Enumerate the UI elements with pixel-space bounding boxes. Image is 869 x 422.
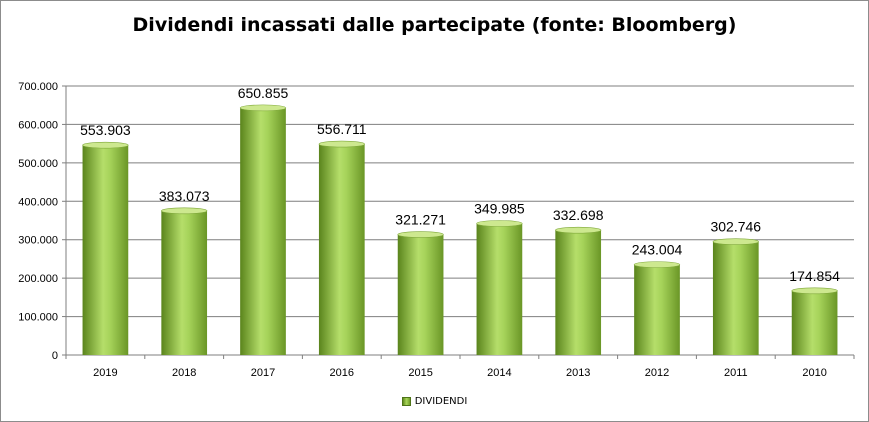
- data-label-2018: 383.073: [159, 188, 210, 204]
- y-tick-label: 200.000: [18, 273, 58, 285]
- bar-2014: [476, 223, 523, 355]
- data-labels: 553.903 383.073 650.855 556.711 321.271 349.9…: [80, 85, 840, 284]
- data-label-2015: 321.271: [395, 212, 446, 228]
- x-tick-label-2013: 2013: [566, 367, 590, 379]
- chart-title: Dividendi incassati dalle partecipate (f…: [132, 14, 737, 36]
- x-tick-label-2010: 2010: [802, 367, 826, 379]
- y-tick-label: 600.000: [18, 119, 58, 131]
- bar-top-2010: [791, 287, 838, 295]
- data-label-2013: 332.698: [553, 207, 604, 223]
- y-tick-label: 700.000: [18, 81, 58, 93]
- bar-top-2013: [555, 226, 602, 234]
- bar-top-2014: [476, 220, 523, 227]
- bar-top-2016: [318, 140, 365, 148]
- x-tick-label-2012: 2012: [645, 367, 669, 379]
- legend: DIVIDENDI: [0, 396, 869, 407]
- bar-top-2019: [82, 141, 129, 149]
- bar-top-2018: [161, 207, 208, 215]
- x-tick-label-2011: 2011: [724, 367, 748, 379]
- bar-top-2015: [397, 231, 444, 238]
- bar-top-2011: [712, 238, 759, 245]
- x-tick-label-2016: 2016: [330, 367, 354, 379]
- x-tick-label-2018: 2018: [172, 367, 196, 379]
- data-label-2012: 243.004: [632, 242, 683, 258]
- bar-2018: [161, 210, 208, 355]
- legend-swatch: [401, 397, 411, 406]
- bar-top-2012: [633, 261, 681, 268]
- y-tick-label: 500.000: [18, 158, 58, 170]
- bar-2011: [712, 241, 759, 355]
- legend-label: DIVIDENDI: [414, 396, 468, 407]
- y-tick-label: 0: [52, 350, 58, 362]
- data-label-2011: 302.746: [710, 219, 761, 235]
- bar-2013: [555, 230, 602, 355]
- bar-2019: [82, 145, 129, 355]
- bar-2017: [240, 107, 286, 356]
- axes: 0 100.000 200.000 300.000 400.000 500.000 600.…: [18, 81, 855, 379]
- x-tick-label-2014: 2014: [487, 367, 511, 379]
- x-tick-label-2017: 2017: [251, 367, 275, 379]
- bar-top-2017: [239, 104, 287, 112]
- bar-2015: [397, 234, 444, 355]
- bar-2010: [791, 290, 838, 355]
- x-tick-label-2019: 2019: [93, 367, 117, 379]
- data-label-2016: 556.711: [317, 121, 367, 137]
- y-tick-label: 100.000: [18, 312, 58, 324]
- data-label-2010: 174.854: [789, 268, 840, 284]
- bar-2016: [318, 144, 365, 355]
- x-tick-label-2015: 2015: [408, 367, 432, 379]
- bar-2012: [634, 264, 680, 355]
- bars: [82, 104, 838, 356]
- data-label-2019: 553.903: [80, 122, 131, 138]
- data-label-2014: 349.985: [474, 201, 525, 217]
- data-label-2017: 650.855: [238, 85, 289, 101]
- y-tick-label: 300.000: [18, 235, 58, 247]
- y-tick-label: 400.000: [18, 196, 58, 208]
